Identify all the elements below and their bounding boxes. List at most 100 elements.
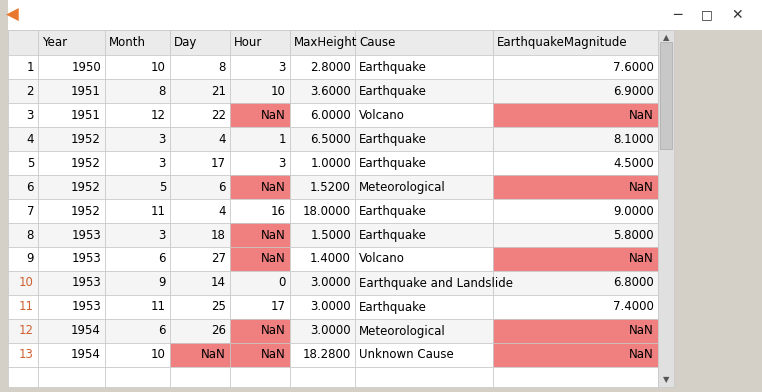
Text: 6: 6 xyxy=(219,180,226,194)
Bar xyxy=(38,343,105,367)
Text: 17: 17 xyxy=(211,156,226,169)
Text: 3.6000: 3.6000 xyxy=(310,85,351,98)
Text: 11: 11 xyxy=(151,205,166,218)
Text: 8.1000: 8.1000 xyxy=(613,132,654,145)
Bar xyxy=(355,319,493,343)
Text: 1: 1 xyxy=(27,60,34,74)
Bar xyxy=(105,55,170,79)
Bar xyxy=(355,127,493,151)
Bar xyxy=(170,295,230,319)
Text: NaN: NaN xyxy=(629,325,654,338)
Bar xyxy=(230,343,290,367)
Bar xyxy=(290,175,355,199)
Text: 1.5200: 1.5200 xyxy=(310,180,351,194)
Text: 3.0000: 3.0000 xyxy=(310,276,351,290)
Bar xyxy=(290,247,355,271)
Text: 10: 10 xyxy=(271,85,286,98)
Bar xyxy=(8,79,38,103)
Text: 8: 8 xyxy=(27,229,34,241)
Text: 6.0000: 6.0000 xyxy=(310,109,351,122)
Bar xyxy=(658,30,674,387)
Text: 1951: 1951 xyxy=(71,109,101,122)
Bar xyxy=(493,247,658,271)
Text: 9: 9 xyxy=(158,276,166,290)
Text: 1952: 1952 xyxy=(71,132,101,145)
Bar xyxy=(38,319,105,343)
Bar xyxy=(290,79,355,103)
Text: 1953: 1953 xyxy=(72,301,101,314)
Text: □: □ xyxy=(701,9,713,22)
Text: Earthquake: Earthquake xyxy=(359,229,427,241)
Text: 4: 4 xyxy=(219,205,226,218)
Bar xyxy=(8,295,38,319)
Bar xyxy=(230,175,290,199)
Text: 11: 11 xyxy=(151,301,166,314)
Bar xyxy=(290,223,355,247)
Bar xyxy=(8,175,38,199)
Bar xyxy=(105,367,170,387)
Bar xyxy=(38,367,105,387)
Bar xyxy=(355,55,493,79)
Text: 9.0000: 9.0000 xyxy=(613,205,654,218)
Text: Year: Year xyxy=(42,36,67,49)
Text: Meteorological: Meteorological xyxy=(359,325,446,338)
Text: NaN: NaN xyxy=(201,348,226,361)
Bar xyxy=(8,151,38,175)
Bar xyxy=(355,199,493,223)
Text: 1952: 1952 xyxy=(71,156,101,169)
Bar xyxy=(8,199,38,223)
Bar xyxy=(290,367,355,387)
Bar xyxy=(230,223,290,247)
Bar xyxy=(170,199,230,223)
Text: 11: 11 xyxy=(19,301,34,314)
Text: 6: 6 xyxy=(27,180,34,194)
Text: Hour: Hour xyxy=(234,36,262,49)
Bar xyxy=(493,199,658,223)
Bar xyxy=(493,103,658,127)
Text: 10: 10 xyxy=(151,60,166,74)
Bar xyxy=(38,295,105,319)
Bar xyxy=(355,151,493,175)
Text: Earthquake: Earthquake xyxy=(359,156,427,169)
Bar xyxy=(355,343,493,367)
Bar xyxy=(105,295,170,319)
Text: NaN: NaN xyxy=(261,348,286,361)
Text: 1953: 1953 xyxy=(72,229,101,241)
Bar xyxy=(170,319,230,343)
Bar xyxy=(105,79,170,103)
Text: 13: 13 xyxy=(19,348,34,361)
Bar xyxy=(170,151,230,175)
Bar xyxy=(290,343,355,367)
Text: 12: 12 xyxy=(151,109,166,122)
Text: NaN: NaN xyxy=(261,180,286,194)
Bar xyxy=(493,79,658,103)
Bar xyxy=(290,55,355,79)
Text: 26: 26 xyxy=(211,325,226,338)
Text: Earthquake: Earthquake xyxy=(359,205,427,218)
Bar xyxy=(493,271,658,295)
Text: 5: 5 xyxy=(158,180,166,194)
Bar xyxy=(38,199,105,223)
Bar xyxy=(230,151,290,175)
Bar xyxy=(230,199,290,223)
Bar xyxy=(493,223,658,247)
Text: 2.8000: 2.8000 xyxy=(310,60,351,74)
Bar xyxy=(170,271,230,295)
Bar xyxy=(660,42,672,149)
Bar xyxy=(8,30,38,55)
Text: 1951: 1951 xyxy=(71,85,101,98)
Bar xyxy=(290,127,355,151)
Bar xyxy=(38,223,105,247)
Bar xyxy=(38,55,105,79)
Bar xyxy=(170,79,230,103)
Text: Earthquake: Earthquake xyxy=(359,301,427,314)
Bar xyxy=(355,295,493,319)
Bar xyxy=(170,247,230,271)
Bar xyxy=(230,55,290,79)
Text: 12: 12 xyxy=(19,325,34,338)
Bar xyxy=(230,295,290,319)
Bar xyxy=(355,79,493,103)
Bar xyxy=(105,319,170,343)
Bar xyxy=(170,175,230,199)
Text: Cause: Cause xyxy=(359,36,395,49)
